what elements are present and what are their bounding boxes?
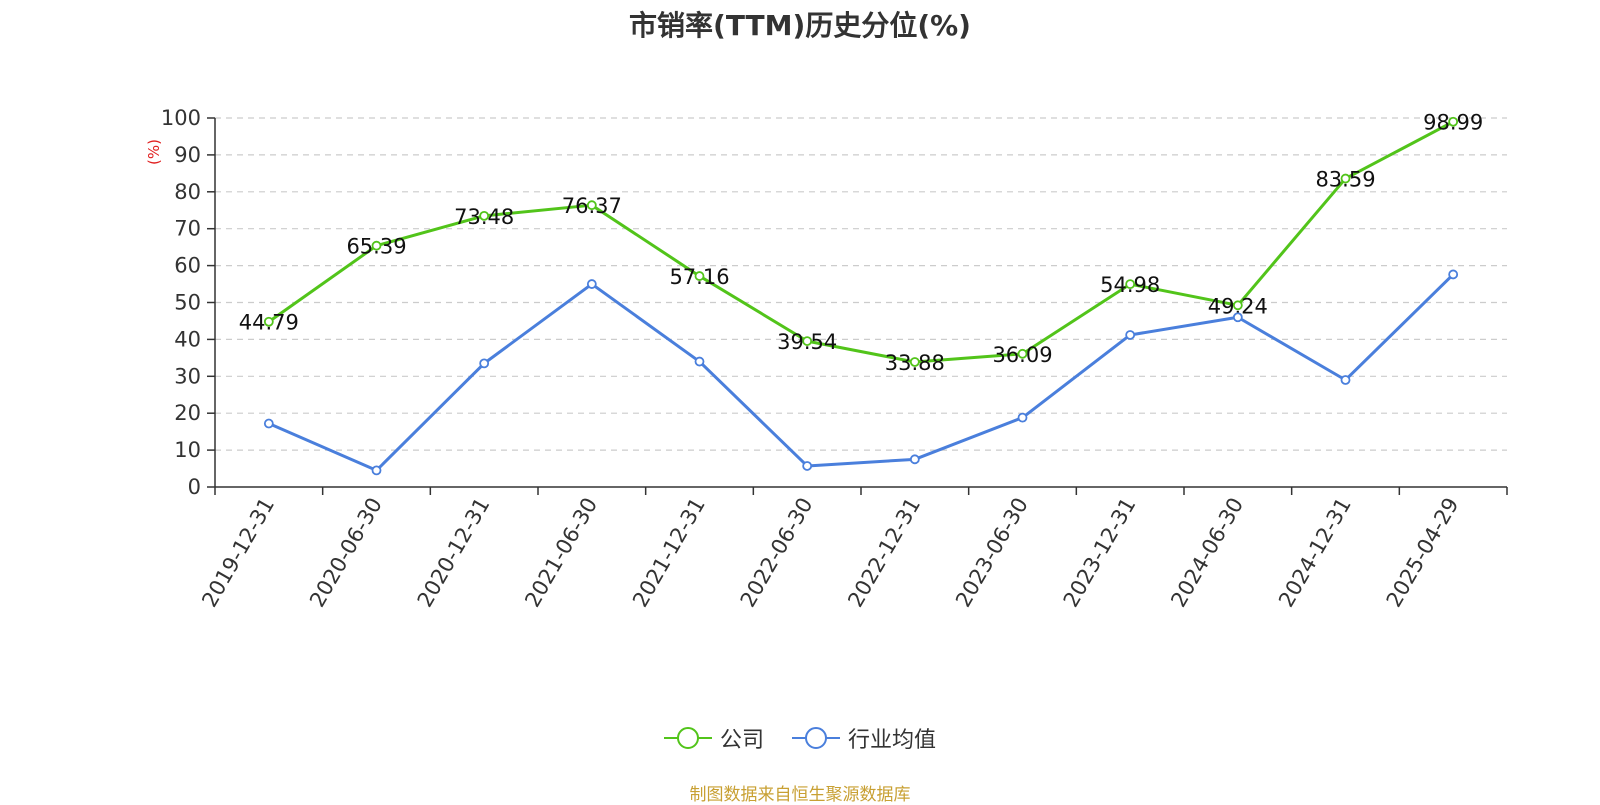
data-point xyxy=(694,356,705,367)
data-point xyxy=(1232,312,1243,323)
data-point xyxy=(802,461,813,471)
legend-item-company[interactable]: 公司 xyxy=(663,722,764,754)
data-point xyxy=(694,271,705,281)
data-point xyxy=(586,200,597,211)
data-label: 33.88 xyxy=(885,351,945,375)
data-point xyxy=(1448,269,1459,280)
data-label: 65.39 xyxy=(346,235,406,259)
data-label: 36.09 xyxy=(992,343,1052,367)
x-tick-label: 2023-06-30 xyxy=(951,494,1033,612)
data-point xyxy=(263,316,274,327)
y-tick-label: 20 xyxy=(174,401,201,425)
y-tick-label: 70 xyxy=(174,217,201,241)
x-tick-label: 2021-06-30 xyxy=(520,494,602,612)
x-tick-label: 2020-06-30 xyxy=(305,494,387,612)
data-point xyxy=(909,357,920,367)
data-label: 54.98 xyxy=(1100,273,1160,297)
y-tick-label: 50 xyxy=(174,291,201,315)
x-tick-label: 2025-04-29 xyxy=(1382,494,1464,612)
data-point xyxy=(371,465,382,476)
data-point xyxy=(586,279,597,289)
data-point xyxy=(1340,375,1351,385)
legend-company-icon xyxy=(663,727,712,749)
legend-label-company: 公司 xyxy=(719,728,764,753)
data-point xyxy=(802,336,813,346)
data-label: 44.79 xyxy=(239,311,299,335)
y-tick-label: 0 xyxy=(188,475,201,499)
y-tick-label: 80 xyxy=(174,180,201,204)
data-point xyxy=(1017,412,1028,423)
data-label: 73.48 xyxy=(454,205,514,229)
data-point xyxy=(263,418,274,429)
data-point xyxy=(1017,348,1028,359)
series-line-0 xyxy=(267,120,1454,364)
y-tick-label: 40 xyxy=(174,327,201,351)
series-line-1 xyxy=(268,273,1455,472)
data-point xyxy=(371,240,382,251)
y-tick-label: 30 xyxy=(174,364,201,388)
x-tick-label: 2019-12-31 xyxy=(197,494,279,612)
data-label: 39.54 xyxy=(777,330,837,354)
data-source-note: 制图数据来自恒生聚源数据库 xyxy=(689,785,911,805)
legend-label-industry: 行业均值 xyxy=(848,728,937,753)
y-tick-label: 10 xyxy=(174,438,201,462)
data-label: 83.59 xyxy=(1315,168,1375,192)
y-axis-label: (%) xyxy=(145,139,163,165)
data-point xyxy=(1125,330,1136,340)
data-point xyxy=(479,358,490,369)
data-label: 57.16 xyxy=(669,265,729,289)
x-tick-label: 2024-06-30 xyxy=(1166,494,1248,612)
data-point xyxy=(1232,300,1243,311)
x-tick-label: 2021-12-31 xyxy=(628,494,710,612)
y-tick-label: 90 xyxy=(174,143,201,167)
legend: 公司 行业均值 xyxy=(0,722,1600,754)
y-tick-label: 100 xyxy=(161,106,201,130)
data-point xyxy=(909,454,920,465)
x-tick-label: 2024-12-31 xyxy=(1274,494,1356,612)
x-tick-label: 2022-06-30 xyxy=(736,494,818,612)
chart-title: 市销率(TTM)历史分位(%) xyxy=(629,9,971,42)
legend-industry-icon xyxy=(792,727,840,749)
legend-item-industry[interactable]: 行业均值 xyxy=(792,722,936,754)
data-label: 98.99 xyxy=(1423,111,1483,135)
y-tick-label: 60 xyxy=(174,254,201,278)
data-label: 76.37 xyxy=(562,194,622,218)
data-point xyxy=(1340,173,1351,184)
x-tick-label: 2022-12-31 xyxy=(843,494,925,612)
data-point xyxy=(1125,279,1136,290)
x-tick-label: 2020-12-31 xyxy=(413,494,495,612)
data-point xyxy=(479,210,490,221)
x-tick-label: 2023-12-31 xyxy=(1059,494,1141,612)
data-point xyxy=(1448,116,1459,127)
